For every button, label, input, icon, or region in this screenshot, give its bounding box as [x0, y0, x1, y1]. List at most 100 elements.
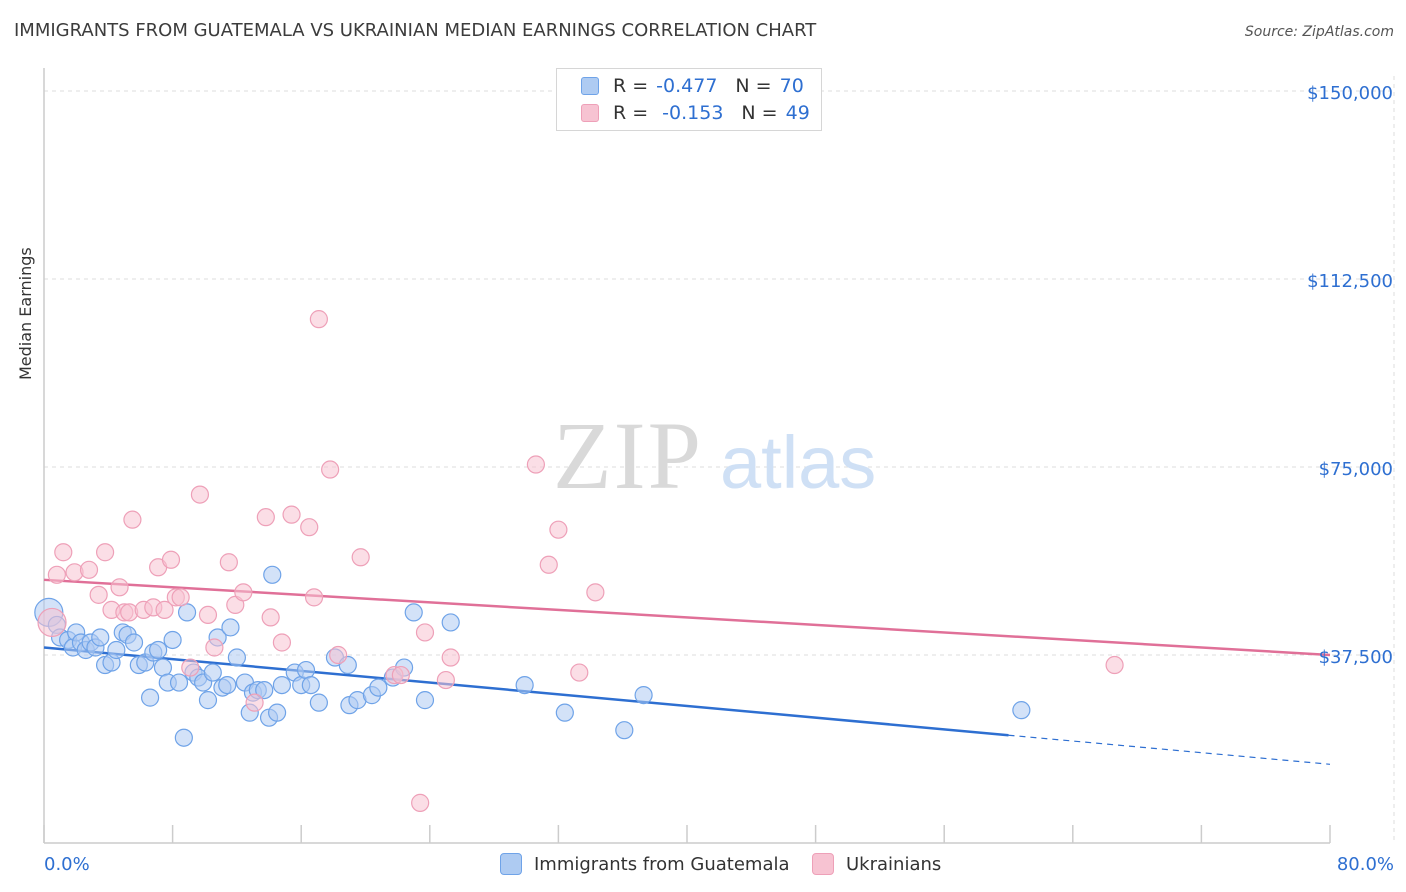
point-ukrainian [198, 605, 218, 625]
point-guatemala [163, 630, 182, 650]
x-tick-label: 0.0% [44, 854, 90, 875]
point-ukrainian [1105, 655, 1124, 675]
legend-r-label: R = [613, 75, 649, 97]
point-ukrainian [79, 560, 99, 579]
point-ukrainian [539, 555, 558, 574]
point-ukrainian [321, 460, 340, 479]
watermark-atlas: atlas [720, 421, 876, 504]
y-tick-label: $112,500 [1307, 271, 1393, 292]
legend-r-label: R = [613, 102, 649, 124]
point-ukrainian [205, 638, 224, 657]
y-axis-label: Median Earnings [16, 247, 35, 380]
y-tick-label: $150,000 [1307, 83, 1393, 104]
point-ukrainian [54, 543, 73, 562]
correlation-legend: R = -0.477 N = 70 R = -0.153 N = 49 [556, 68, 822, 131]
data-points [34, 310, 1124, 812]
series-label-ukrainians: Ukrainians [846, 853, 942, 875]
chart-title: IMMIGRANTS FROM GUATEMALA VS UKRAINIAN M… [14, 20, 817, 41]
legend-r-value: -0.477 [656, 75, 718, 97]
point-guatemala [255, 681, 274, 700]
point-ukrainian [351, 548, 370, 567]
point-guatemala [221, 618, 240, 637]
point-guatemala [267, 703, 287, 722]
point-ukrainian [272, 633, 292, 652]
point-ukrainian [256, 508, 275, 527]
point-guatemala [296, 660, 316, 680]
point-ukrainian [300, 518, 319, 537]
point-guatemala [415, 691, 435, 710]
point-guatemala [149, 640, 168, 660]
point-guatemala [263, 565, 282, 584]
point-ukrainian [391, 665, 410, 685]
legend-n-value: 49 [785, 102, 810, 124]
point-guatemala [153, 658, 173, 677]
trendline-ukrainians [43, 578, 1331, 657]
grid-lines [44, 76, 1395, 843]
point-guatemala [615, 721, 634, 740]
point-ukrainian [234, 583, 253, 602]
point-guatemala [227, 648, 246, 667]
point-ukrainian [190, 485, 210, 504]
point-guatemala [174, 728, 193, 747]
point-ukrainian [304, 588, 324, 607]
point-ukrainian [47, 565, 66, 584]
point-ukrainian [309, 310, 328, 329]
series-swatch-guatemala [500, 853, 522, 875]
point-ukrainian [171, 588, 190, 607]
point-ukrainian [123, 510, 142, 529]
point-ukrainian [586, 583, 605, 602]
tick-labels: $37,500 $75,000 $112,500 $150,000 0.0% 80.0% [44, 83, 1394, 875]
point-guatemala [107, 640, 126, 660]
series-legend: Immigrants from Guatemala Ukrainians [0, 850, 1406, 880]
point-ukrainian [155, 600, 174, 619]
point-ukrainian [415, 623, 435, 642]
point-ukrainian [161, 550, 181, 569]
x-tick-label: 80.0% [1337, 854, 1394, 875]
point-guatemala [369, 678, 388, 697]
series-legend-guatemala[interactable]: Immigrants from Guatemala [500, 853, 790, 875]
point-guatemala [634, 686, 653, 705]
point-ukrainian [245, 693, 264, 712]
point-ukrainian [110, 578, 129, 597]
point-ukrainian [411, 793, 430, 812]
legend-swatch-ukrainians [581, 104, 599, 122]
point-guatemala [169, 673, 189, 692]
watermark-zip: ZIP [553, 402, 703, 509]
y-tick-label: $37,500 [1319, 647, 1393, 668]
point-ukrainian [261, 608, 280, 627]
series-swatch-ukrainians [812, 853, 834, 875]
series-legend-ukrainians[interactable]: Ukrainians [812, 853, 941, 875]
point-ukrainian [329, 645, 348, 665]
axes [43, 68, 1331, 844]
legend-r-value: -0.153 [662, 102, 724, 124]
series-label-guatemala: Immigrants from Guatemala [534, 853, 790, 875]
point-ukrainian [89, 585, 108, 604]
legend-n-label: N = [741, 102, 778, 124]
point-guatemala [301, 675, 320, 695]
point-guatemala [218, 675, 237, 695]
point-guatemala [272, 675, 292, 695]
point-guatemala [203, 663, 222, 682]
y-tick-label: $75,000 [1319, 459, 1393, 480]
point-ukrainian [95, 543, 115, 562]
point-ukrainian [570, 663, 589, 682]
point-guatemala [177, 603, 197, 622]
point-ukrainian [282, 505, 301, 524]
point-guatemala [404, 603, 423, 622]
point-guatemala [140, 688, 160, 707]
point-guatemala [441, 613, 460, 632]
point-ukrainian [549, 520, 568, 539]
legend-row-ukrainians: R = -0.153 N = 49 [581, 101, 810, 125]
point-ukrainian [436, 670, 455, 690]
point-guatemala [555, 703, 574, 722]
point-ukrainian [526, 455, 545, 474]
point-guatemala [309, 693, 328, 712]
point-guatemala [515, 675, 534, 695]
point-guatemala [124, 633, 144, 652]
legend-n-value: 70 [779, 75, 804, 97]
legend-row-guatemala: R = -0.477 N = 70 [581, 74, 804, 98]
point-ukrainian [441, 648, 460, 667]
point-guatemala [1012, 701, 1031, 720]
legend-n-label: N = [735, 75, 772, 97]
point-guatemala [91, 628, 110, 647]
